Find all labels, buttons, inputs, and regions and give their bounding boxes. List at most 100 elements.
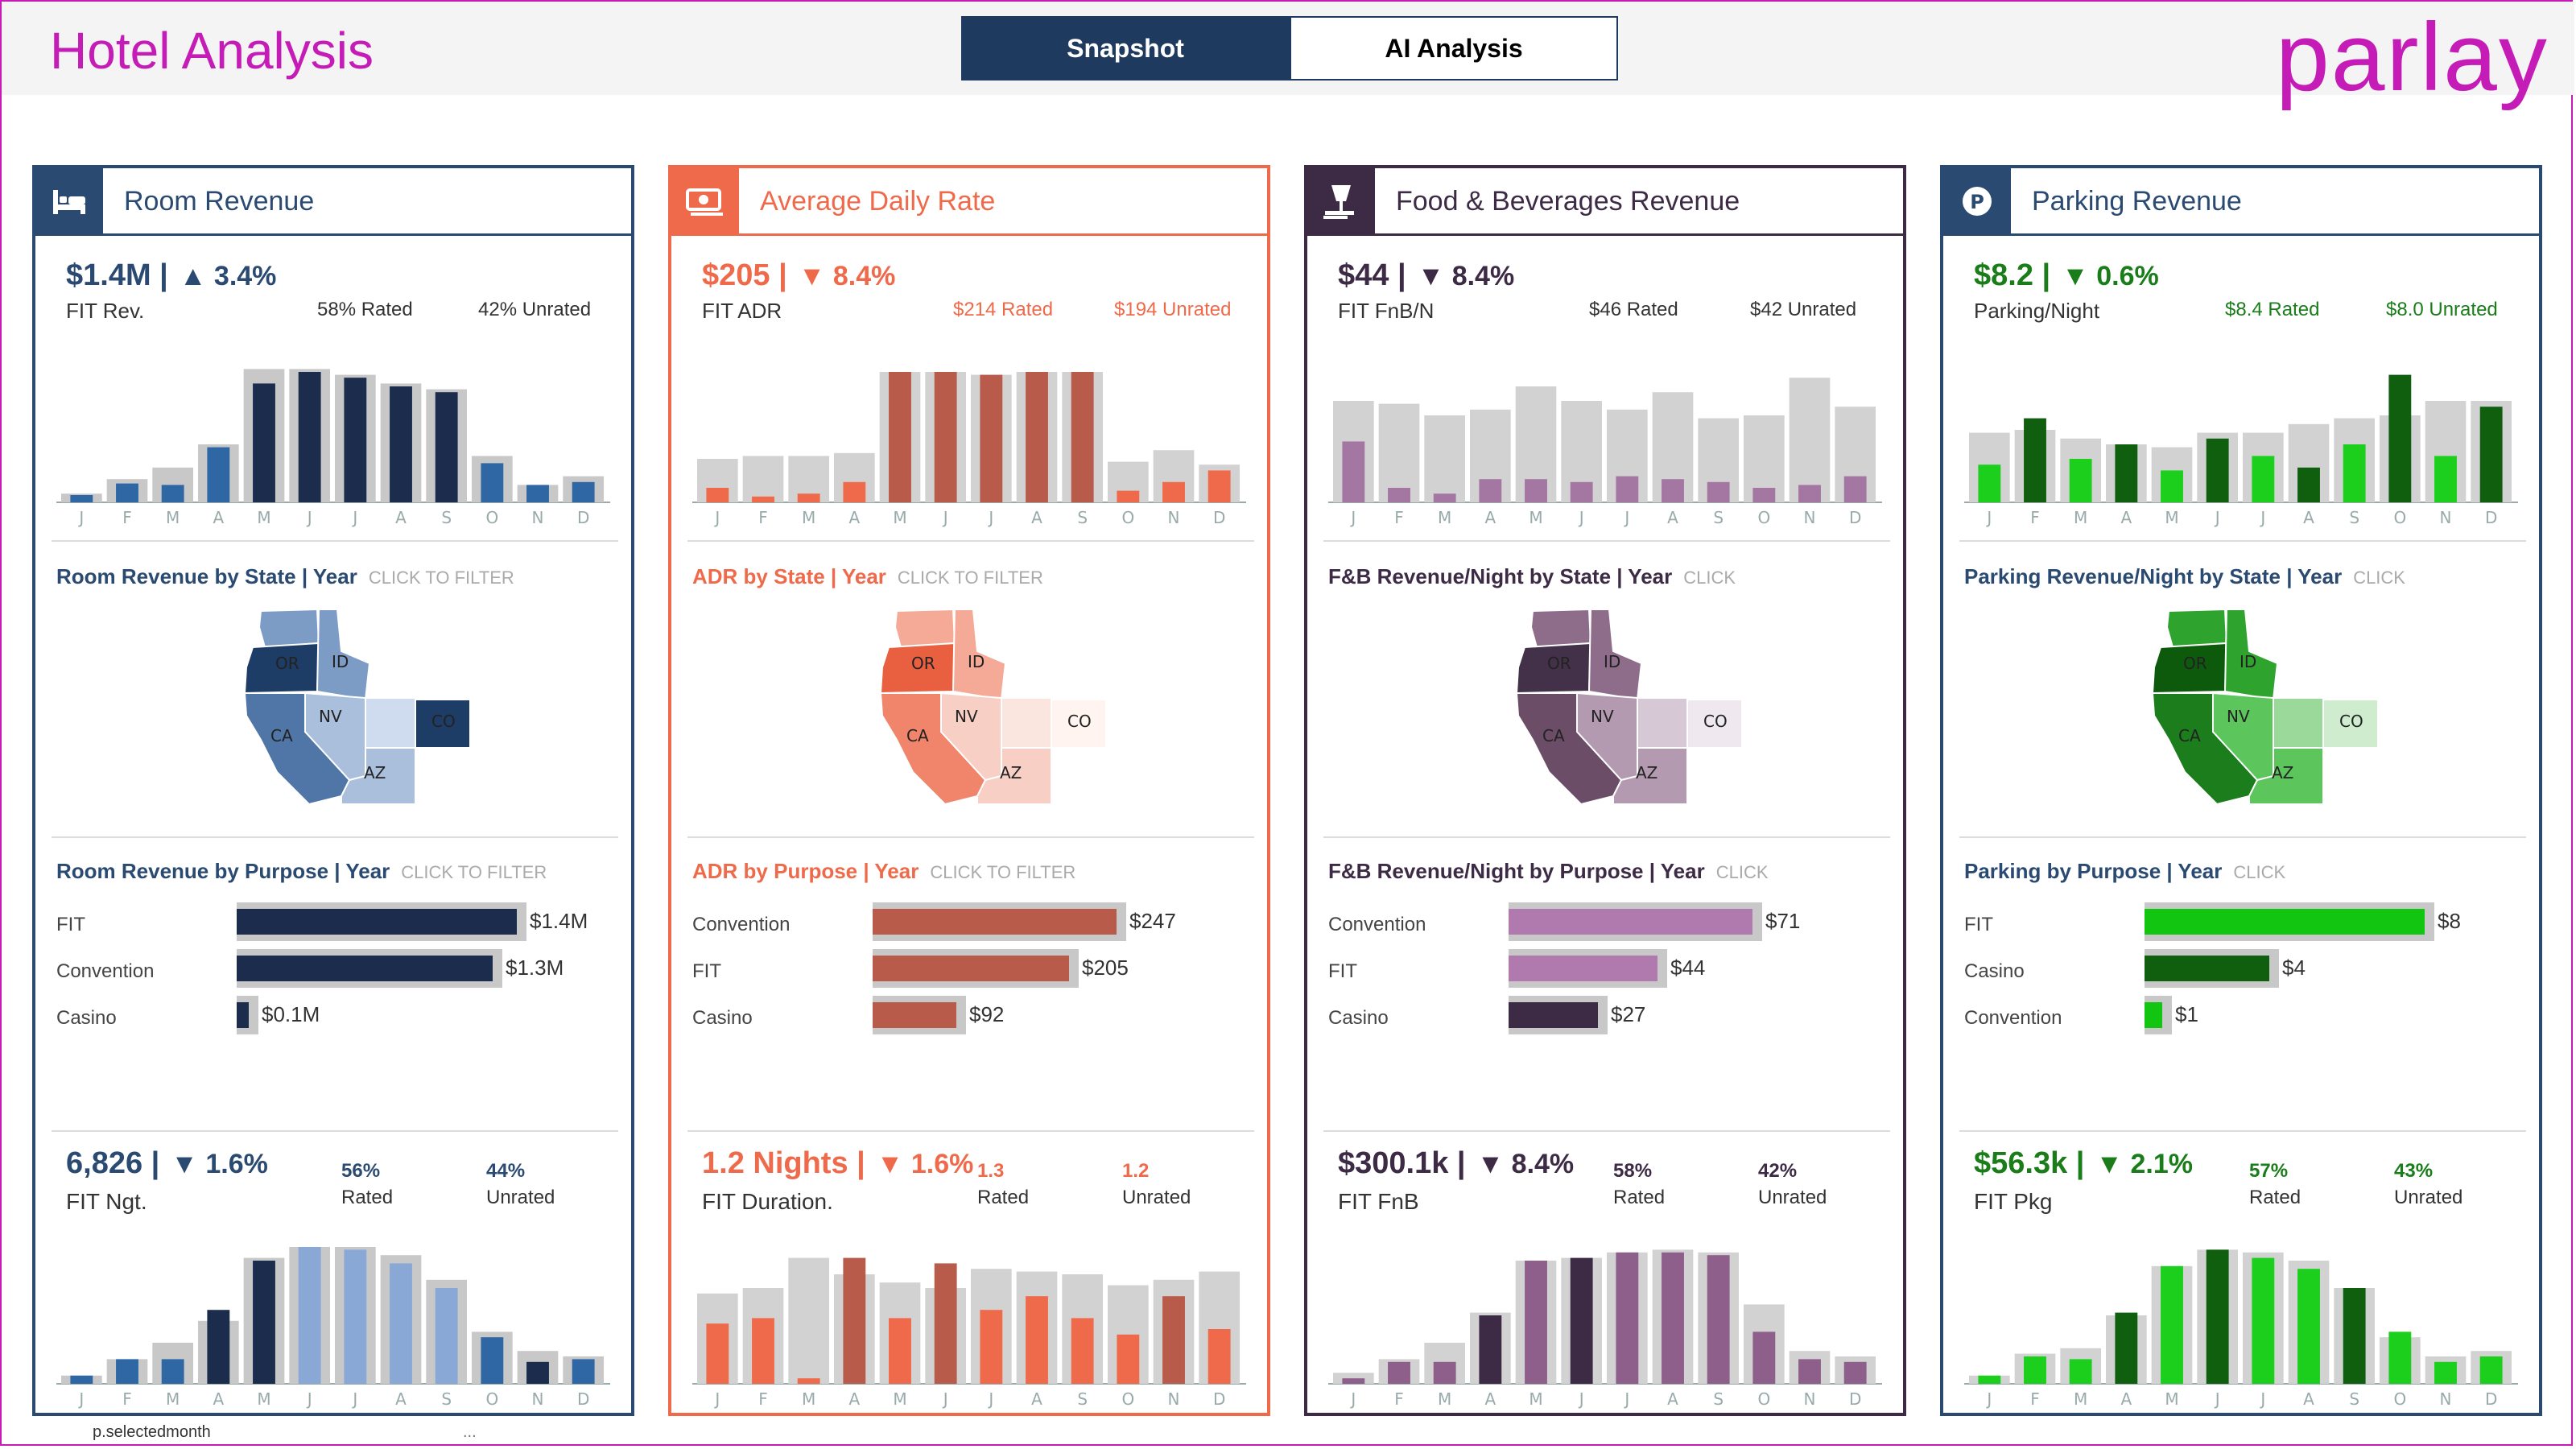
month-bar-current[interactable] xyxy=(1162,1296,1185,1384)
month-bar-current[interactable] xyxy=(1707,481,1730,502)
purpose-bar[interactable] xyxy=(873,956,1069,981)
month-bar-current[interactable] xyxy=(2297,467,2320,502)
month-bar-current[interactable] xyxy=(161,485,184,502)
month-bar-current[interactable] xyxy=(1388,488,1410,502)
purpose-bar[interactable] xyxy=(237,909,517,935)
month-bar-current[interactable] xyxy=(207,447,230,502)
month-bar-current[interactable] xyxy=(572,1359,595,1384)
month-bar-current[interactable] xyxy=(2252,1257,2275,1384)
state-id[interactable] xyxy=(1587,609,1643,701)
purpose-bar[interactable] xyxy=(237,956,493,981)
month-bar-current[interactable] xyxy=(797,493,820,502)
month-bar-current[interactable] xyxy=(2069,459,2092,502)
month-bar-current[interactable] xyxy=(843,481,866,502)
month-bar-current[interactable] xyxy=(253,1261,275,1384)
purpose-bar[interactable] xyxy=(1509,956,1657,981)
month-bar-current[interactable] xyxy=(1433,1361,1456,1384)
month-bar-current[interactable] xyxy=(1525,1261,1547,1384)
month-bar-current[interactable] xyxy=(1071,372,1094,502)
state-id[interactable] xyxy=(316,609,371,701)
purpose-row-label[interactable]: Casino xyxy=(1964,960,2025,982)
month-bar-current[interactable] xyxy=(2115,444,2138,502)
month-bar-current[interactable] xyxy=(70,495,93,502)
purpose-bar[interactable] xyxy=(1509,909,1752,935)
month-bar-current[interactable] xyxy=(2206,438,2229,502)
tab-snapshot[interactable]: Snapshot xyxy=(961,16,1290,80)
month-bar-current[interactable] xyxy=(752,496,774,502)
month-bar-current[interactable] xyxy=(934,1263,957,1384)
month-bar-current[interactable] xyxy=(2206,1249,2229,1384)
month-bar-current[interactable] xyxy=(1208,1329,1231,1384)
month-bar-current[interactable] xyxy=(889,1318,911,1384)
month-bar-current[interactable] xyxy=(526,1361,549,1384)
month-bar-current[interactable] xyxy=(253,383,275,502)
purpose-row-label[interactable]: Convention xyxy=(692,914,791,935)
month-bar-current[interactable] xyxy=(1117,490,1140,502)
month-bar-current[interactable] xyxy=(2434,456,2457,502)
month-bar-current[interactable] xyxy=(1843,1361,1867,1384)
state-az[interactable] xyxy=(341,747,416,805)
month-bar-current[interactable] xyxy=(1662,479,1684,502)
purpose-row-label[interactable]: Casino xyxy=(1328,1007,1389,1029)
month-bar-current[interactable] xyxy=(797,1378,820,1384)
state-ut[interactable] xyxy=(1637,697,1688,749)
month-bar-current[interactable] xyxy=(843,1257,866,1384)
month-bar-prior[interactable] xyxy=(1378,403,1420,502)
month-bar-current[interactable] xyxy=(70,1375,93,1384)
month-bar-current[interactable] xyxy=(1388,1361,1410,1384)
month-bar-current[interactable] xyxy=(298,1247,321,1384)
purpose-row-label[interactable]: Casino xyxy=(56,1007,117,1029)
month-bar-current[interactable] xyxy=(161,1359,184,1384)
state-az[interactable] xyxy=(2248,747,2324,805)
purpose-bar[interactable] xyxy=(237,1002,249,1028)
purpose-bar[interactable] xyxy=(873,909,1117,935)
state-wa[interactable] xyxy=(894,608,956,649)
month-bar-current[interactable] xyxy=(1117,1334,1140,1384)
month-bar-current[interactable] xyxy=(1026,372,1048,502)
month-bar-current[interactable] xyxy=(481,463,504,502)
month-bar-current[interactable] xyxy=(980,374,1003,502)
state-wa[interactable] xyxy=(2165,608,2228,649)
purpose-bar[interactable] xyxy=(2145,956,2269,981)
month-bar-current[interactable] xyxy=(1843,476,1867,502)
month-bar-prior[interactable] xyxy=(742,456,784,502)
month-bar-current[interactable] xyxy=(298,372,321,502)
month-bar-current[interactable] xyxy=(1707,1255,1730,1384)
state-az[interactable] xyxy=(1612,747,1688,805)
month-bar-prior[interactable] xyxy=(788,1257,829,1384)
state-wa[interactable] xyxy=(1530,608,1592,649)
month-bar-current[interactable] xyxy=(934,372,957,502)
month-bar-current[interactable] xyxy=(1616,476,1639,502)
state-ut[interactable] xyxy=(1001,697,1052,749)
month-bar-current[interactable] xyxy=(2388,374,2412,502)
month-bar-current[interactable] xyxy=(1342,1378,1365,1384)
purpose-row-label[interactable]: Convention xyxy=(1328,914,1426,935)
month-bar-current[interactable] xyxy=(526,485,549,502)
month-bar-current[interactable] xyxy=(1026,1296,1048,1384)
month-bar-current[interactable] xyxy=(1570,481,1593,502)
month-bar-current[interactable] xyxy=(2115,1312,2138,1384)
month-bar-current[interactable] xyxy=(207,1310,230,1384)
month-bar-current[interactable] xyxy=(706,1323,729,1384)
purpose-row-label[interactable]: Convention xyxy=(56,960,155,982)
month-bar-current[interactable] xyxy=(2252,456,2275,502)
state-id[interactable] xyxy=(2223,609,2279,701)
purpose-bar[interactable] xyxy=(2145,909,2425,935)
month-bar-current[interactable] xyxy=(2434,1361,2457,1384)
purpose-row-label[interactable]: FIT xyxy=(692,960,721,982)
purpose-row-label[interactable]: FIT xyxy=(56,914,85,935)
purpose-bar[interactable] xyxy=(873,1002,956,1028)
purpose-bar[interactable] xyxy=(2145,1002,2162,1028)
month-bar-current[interactable] xyxy=(344,378,367,502)
month-bar-current[interactable] xyxy=(2161,1265,2183,1384)
month-bar-current[interactable] xyxy=(2161,470,2183,502)
month-bar-current[interactable] xyxy=(572,481,595,502)
